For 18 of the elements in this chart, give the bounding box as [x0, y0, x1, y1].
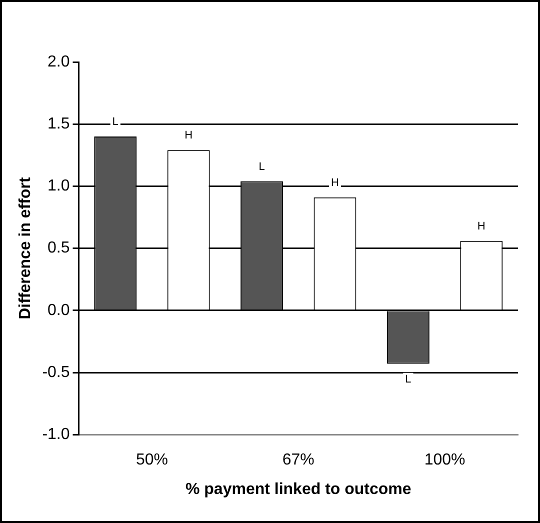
- data-label: L: [112, 116, 118, 128]
- x-tick-label: 50%: [136, 452, 168, 469]
- y-tick-label: 1.0: [48, 178, 70, 195]
- data-label: L: [405, 373, 412, 386]
- y-tick-label: 1.5: [48, 116, 70, 133]
- y-tick-label: 0.5: [48, 240, 70, 257]
- y-tick-label: -1.0: [42, 426, 70, 444]
- y-tick-label: -0.5: [42, 364, 70, 381]
- x-axis-title: % payment linked to outcome: [185, 480, 412, 498]
- x-tick-label: 100%: [424, 452, 466, 469]
- data-label: H: [477, 220, 486, 232]
- x-tick-label: 67%: [282, 452, 314, 469]
- data-label: L: [258, 160, 265, 173]
- data-label: H: [184, 130, 193, 142]
- y-tick-label: 0.0: [48, 302, 70, 319]
- y-tick-label: 2.0: [48, 53, 70, 70]
- y-axis-title: Difference in effort: [17, 176, 34, 320]
- data-label: H: [331, 176, 340, 189]
